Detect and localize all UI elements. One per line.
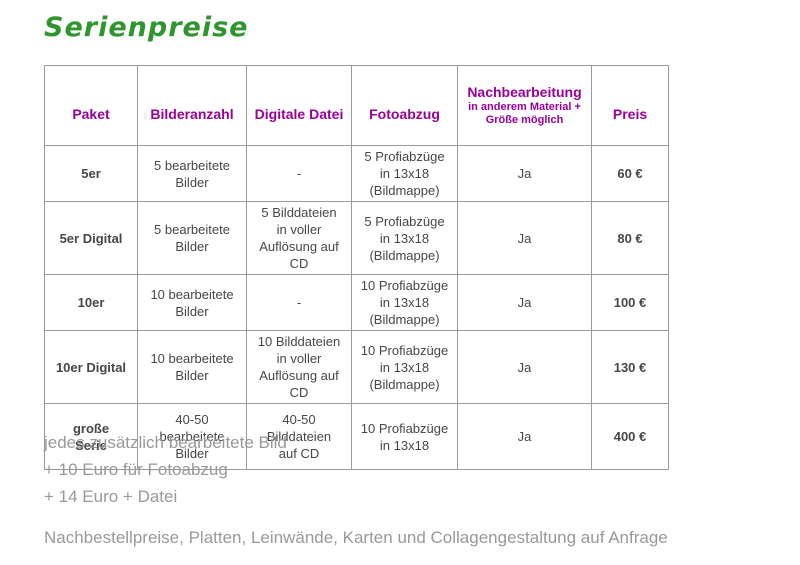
table-cell: 40-50 bearbeitete Bilder bbox=[137, 403, 247, 470]
table-cell: 5er bbox=[44, 145, 138, 202]
table-row: 5er Digital 5 bearbeitete Bilder 5 Bilddat… bbox=[44, 201, 669, 275]
column-header-paket: Paket bbox=[44, 65, 138, 146]
column-header-preis: Preis bbox=[591, 65, 669, 146]
column-header-label: Paket bbox=[72, 105, 110, 122]
column-header-digitale-datei: Digitale Datei bbox=[246, 65, 352, 146]
table-cell: Ja bbox=[457, 201, 592, 275]
column-header-subtext: in anderem Material + Größe möglich bbox=[468, 101, 581, 126]
table-cell: 10 Bilddateien in voller Auflösung auf C… bbox=[246, 330, 352, 404]
table-cell: 5 Bilddateien in voller Auflösung auf CD bbox=[246, 201, 352, 275]
table-cell: 10 Profiabzüge in 13x18 (Bildmappe) bbox=[351, 330, 458, 404]
table-cell: 10er bbox=[44, 274, 138, 331]
table-cell: 5 Profiabzüge in 13x18 (Bildmappe) bbox=[351, 145, 458, 202]
footer-note: Nachbestellpreise, Platten, Leinwände, K… bbox=[44, 528, 668, 547]
table-cell: 5 Profiabzüge in 13x18 (Bildmappe) bbox=[351, 201, 458, 275]
table-cell: 5er Digital bbox=[44, 201, 138, 275]
table-cell: - bbox=[246, 274, 352, 331]
table-cell: große Serie bbox=[44, 403, 138, 470]
column-header-nachbearbeitung: Nachbearbeitung in anderem Material + Gr… bbox=[457, 65, 592, 146]
column-header-label: Nachbearbeitung bbox=[467, 84, 582, 100]
note-line: + 14 Euro + Datei bbox=[44, 487, 178, 506]
table-cell: Ja bbox=[457, 403, 592, 470]
price-table-body: 5er 5 bearbeitete Bilder -5 Profiabzüge in… bbox=[44, 145, 669, 470]
table-cell: Ja bbox=[457, 274, 592, 331]
table-cell: 400 € bbox=[591, 403, 669, 470]
table-cell: 10 bearbeitete Bilder bbox=[137, 330, 247, 404]
table-cell: Ja bbox=[457, 330, 592, 404]
column-header-label: Fotoabzug bbox=[369, 105, 440, 122]
column-header-label: Bilderanzahl bbox=[150, 105, 234, 122]
note-line: jedes zusätzlich bearbeitete Bild bbox=[44, 433, 287, 452]
table-cell: 10 Profiabzüge in 13x18 bbox=[351, 403, 458, 470]
column-header-fotoabzug: Fotoabzug bbox=[351, 65, 458, 146]
additional-pricing-notes: jedes zusätzlich bearbeitete Bild + 10 E… bbox=[44, 429, 287, 510]
table-cell: 80 € bbox=[591, 201, 669, 275]
table-row: große Serie 40-50 bearbeitete Bilder 40-50… bbox=[44, 403, 669, 470]
column-header-bilderanzahl: Bilderanzahl bbox=[137, 65, 247, 146]
table-cell: Ja bbox=[457, 145, 592, 202]
table-cell: - bbox=[246, 145, 352, 202]
table-cell: 100 € bbox=[591, 274, 669, 331]
table-cell: 10 Profiabzüge in 13x18 (Bildmappe) bbox=[351, 274, 458, 331]
table-header-row: Paket Bilderanzahl Digitale Datei Fotoab… bbox=[44, 65, 669, 146]
column-header-label: Preis bbox=[612, 105, 648, 122]
note-line: + 10 Euro für Fotoabzug bbox=[44, 460, 228, 479]
table-cell: 130 € bbox=[591, 330, 669, 404]
table-row: 5er 5 bearbeitete Bilder -5 Profiabzüge in… bbox=[44, 145, 669, 202]
table-cell: 10er Digital bbox=[44, 330, 138, 404]
table-cell: 5 bearbeitete Bilder bbox=[137, 201, 247, 275]
table-cell: 60 € bbox=[591, 145, 669, 202]
page-title: Serienpreise bbox=[44, 12, 249, 43]
table-row: 10er 10 bearbeitete Bilder -10 Profiabzüge… bbox=[44, 274, 669, 331]
table-cell: 5 bearbeitete Bilder bbox=[137, 145, 247, 202]
table-row: 10er Digital 10 bearbeitete Bilder 10 Bild… bbox=[44, 330, 669, 404]
table-cell: 10 bearbeitete Bilder bbox=[137, 274, 247, 331]
price-table: Paket Bilderanzahl Digitale Datei Fotoab… bbox=[44, 65, 669, 470]
column-header-label: Digitale Datei bbox=[254, 105, 344, 122]
